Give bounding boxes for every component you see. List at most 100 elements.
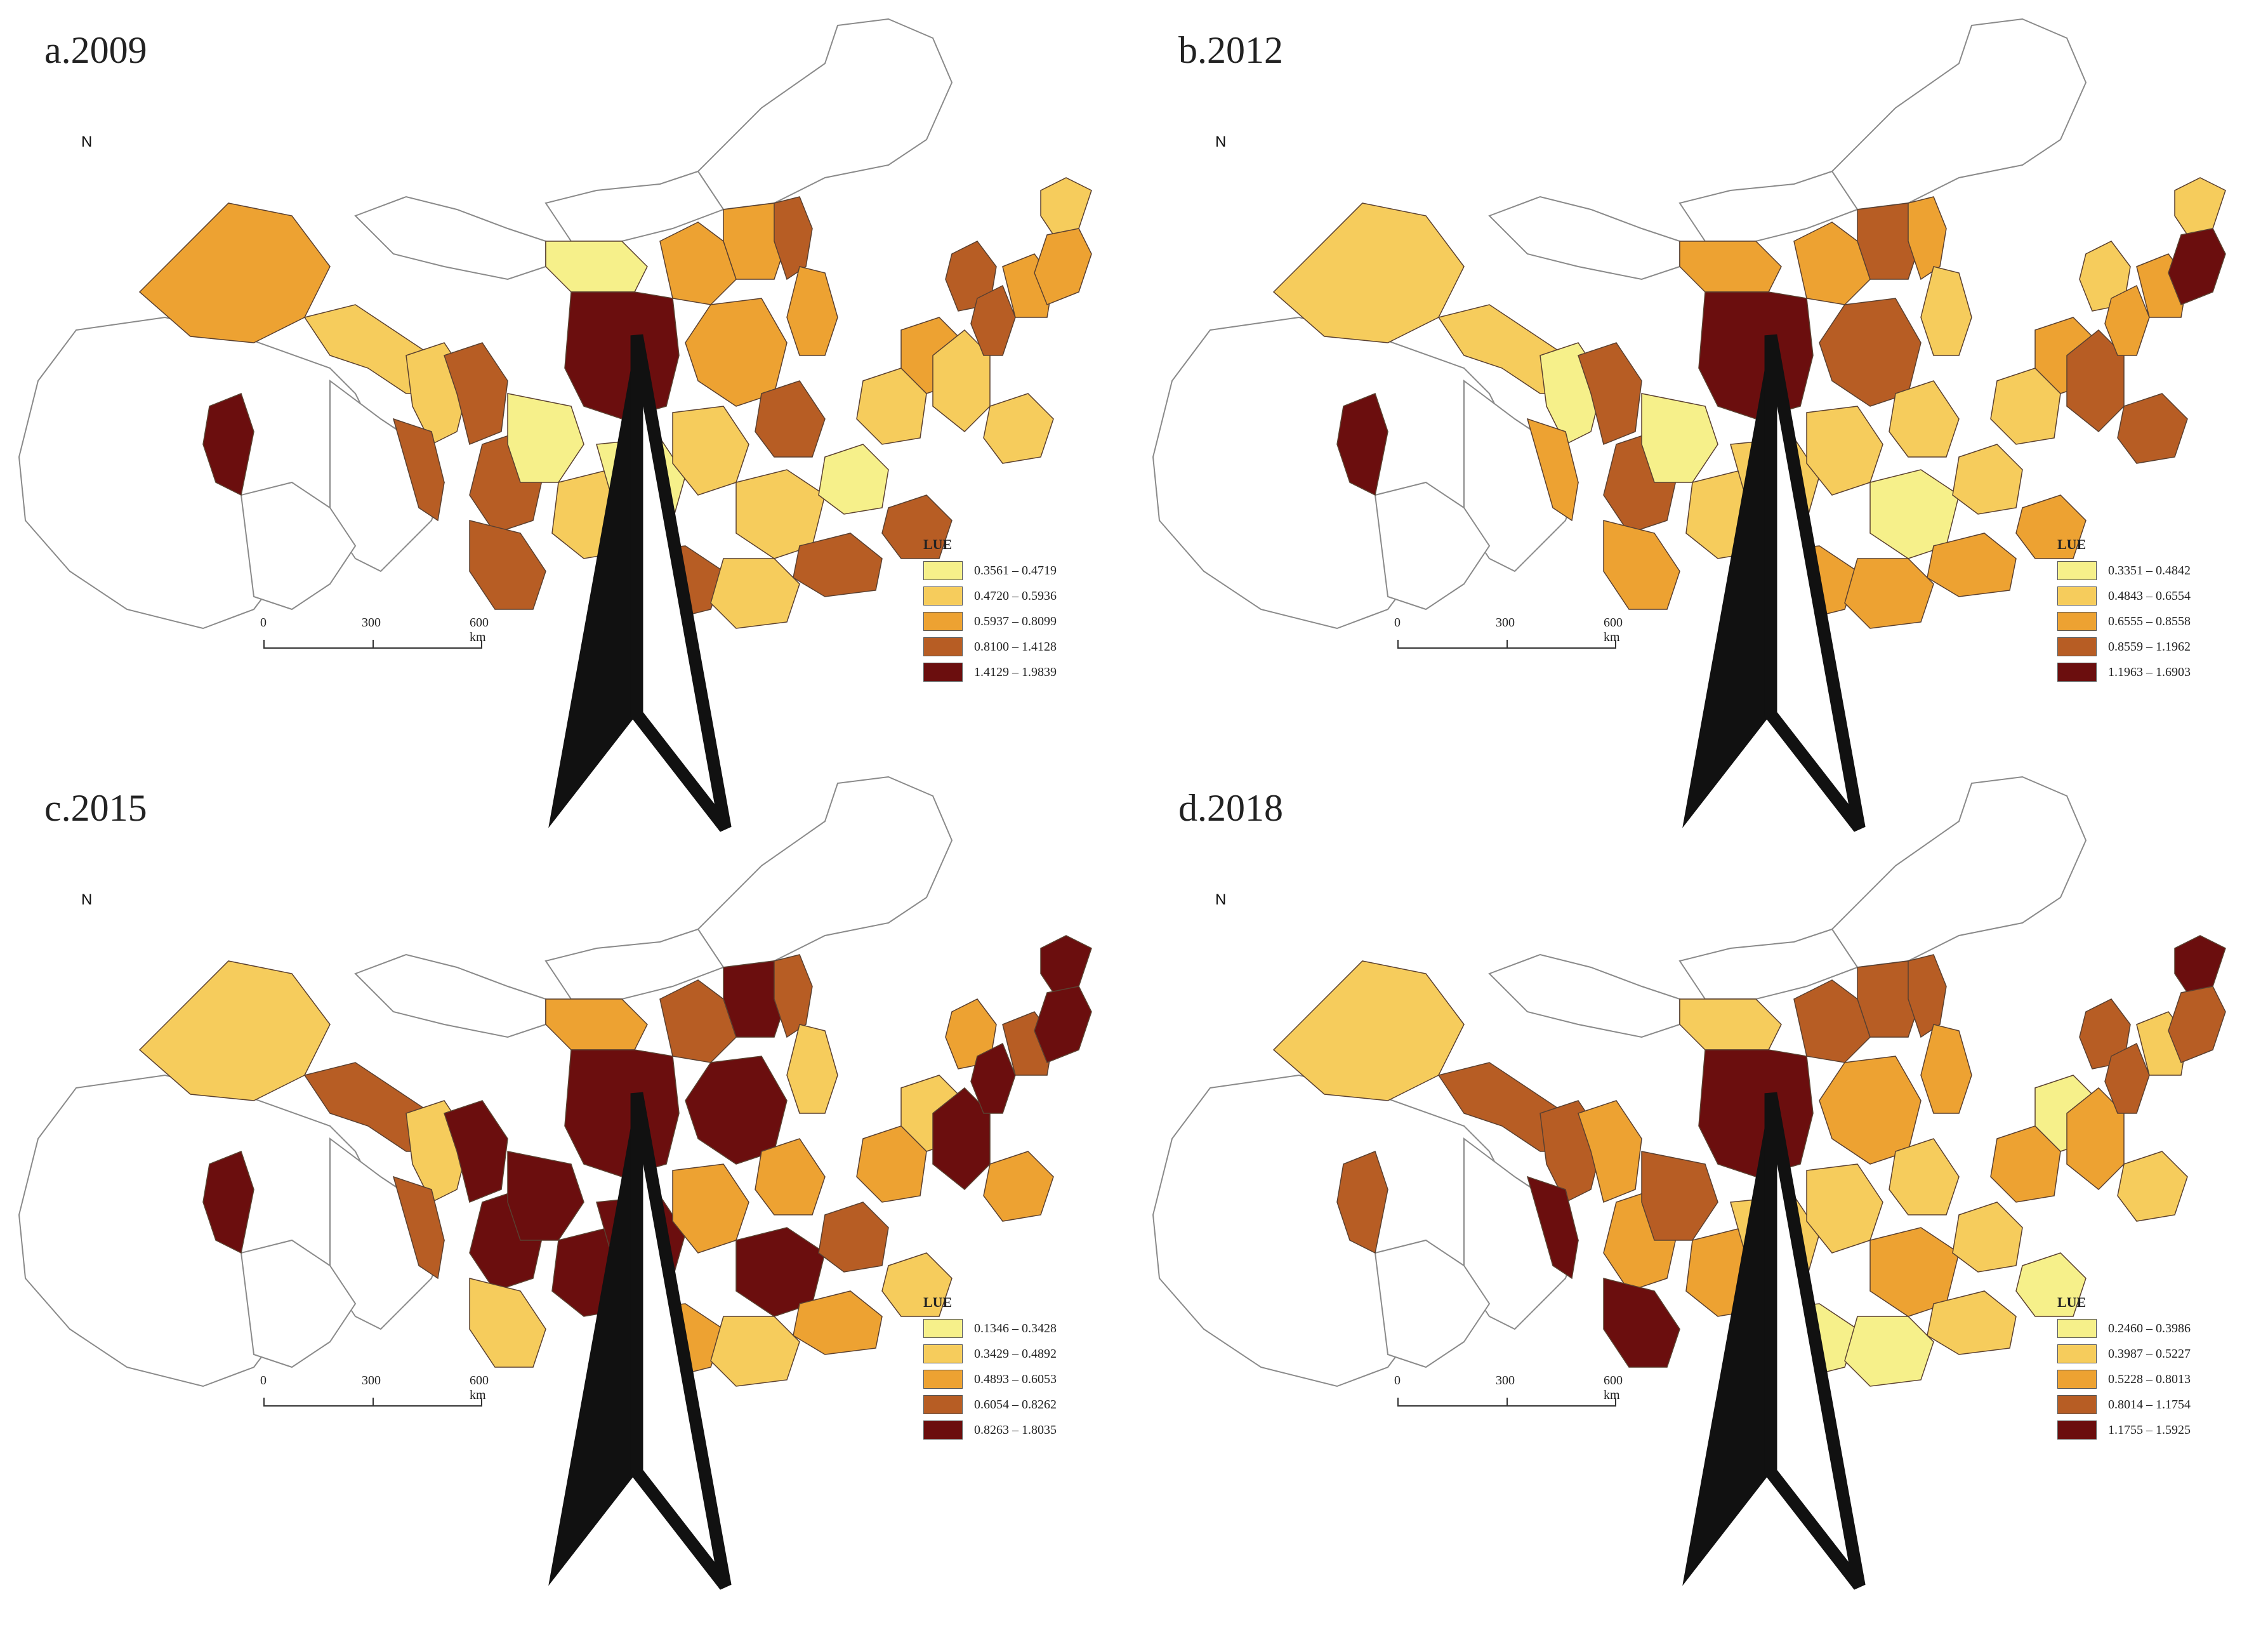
legend-label: 0.3351 – 0.4842	[2108, 563, 2191, 578]
map-panel-2015: c.2015 N LUE 0.1346 – 0.3428 0.3429 – 0.…	[0, 758, 1134, 1590]
region-polygon	[392, 418, 445, 522]
north-arrow-icon: N	[70, 133, 732, 832]
region-polygon	[2117, 1151, 2188, 1222]
region-polygon	[710, 558, 800, 629]
legend-label: 0.3429 – 0.4892	[974, 1346, 1057, 1361]
north-label: N	[1215, 891, 1227, 908]
legend-item: 0.4720 – 0.5936	[923, 583, 1057, 609]
scale-label-0: 0	[1394, 1374, 1401, 1387]
region-no-data	[1374, 1239, 1491, 1368]
region-polygon	[1927, 1290, 2017, 1355]
region-polygon	[685, 1056, 788, 1165]
legend-label: 0.8100 – 1.4128	[974, 639, 1057, 654]
region-polygon	[1336, 393, 1388, 496]
region-polygon	[1578, 342, 1642, 446]
region-polygon	[1526, 1175, 1579, 1280]
scale-bar-tick	[1507, 1398, 1508, 1407]
scale-bar: 0 300 600 km	[1394, 616, 1623, 666]
region-polygon	[793, 533, 883, 597]
legend-swatch	[2057, 612, 2097, 631]
legend-label: 0.8014 – 1.1754	[2108, 1397, 2191, 1412]
region-polygon	[983, 1151, 1054, 1222]
legend-item: 0.8014 – 1.1754	[2057, 1392, 2191, 1417]
legend-item: 0.3351 – 0.4842	[2057, 558, 2191, 583]
region-polygon	[2015, 494, 2087, 559]
legend-swatch	[2057, 561, 2097, 580]
region-polygon	[881, 1252, 953, 1317]
region-polygon	[1908, 196, 1947, 281]
legend-label: 0.3987 – 0.5227	[2108, 1346, 2191, 1361]
legend-swatch	[2057, 1421, 2097, 1440]
region-polygon	[1819, 298, 1922, 407]
region-polygon	[202, 393, 254, 496]
region-no-data	[240, 481, 357, 611]
legend-item: 0.6555 – 0.8558	[2057, 609, 2191, 634]
region-polygon	[202, 1151, 254, 1254]
legend-label: 0.4843 – 0.6554	[2108, 588, 2191, 603]
region-polygon	[1034, 228, 1092, 305]
region-polygon	[2104, 284, 2150, 356]
scale-label-0: 0	[260, 616, 267, 630]
region-polygon	[774, 954, 813, 1038]
scale-label-0: 0	[260, 1374, 267, 1387]
region-polygon	[2117, 393, 2188, 464]
legend-swatch	[2057, 586, 2097, 606]
region-polygon	[1603, 1278, 1680, 1368]
legend-swatch	[2057, 1395, 2097, 1414]
region-polygon	[2015, 1252, 2087, 1317]
region-polygon	[444, 342, 508, 446]
legend-item: 1.1963 – 1.6903	[2057, 659, 2191, 685]
region-no-data	[240, 1239, 357, 1368]
legend-swatch	[923, 637, 963, 656]
scale-bar: 0 300 600 km	[1394, 1374, 1623, 1424]
legend-swatch	[923, 1344, 963, 1363]
region-polygon	[970, 1042, 1016, 1114]
legend-label: 1.4129 – 1.9839	[974, 665, 1057, 679]
legend: LUE 0.3561 – 0.4719 0.4720 – 0.5936 0.59…	[923, 536, 1057, 685]
scale-label-300: 300	[362, 616, 381, 630]
region-polygon	[469, 1278, 546, 1368]
region-polygon	[793, 1290, 883, 1355]
legend-item: 0.4893 – 0.6053	[923, 1367, 1057, 1392]
legend-label: 0.6555 – 0.8558	[2108, 614, 2191, 628]
legend-item: 0.5937 – 0.8099	[923, 609, 1057, 634]
north-label: N	[1215, 133, 1227, 150]
north-label: N	[81, 891, 93, 908]
map-canvas	[1152, 776, 2226, 1387]
legend-label: 1.1963 – 1.6903	[2108, 665, 2191, 679]
legend-swatch	[923, 1395, 963, 1414]
region-polygon	[1952, 1202, 2023, 1273]
region-polygon	[818, 444, 889, 515]
region-polygon	[1526, 418, 1579, 522]
region-polygon	[1844, 558, 1934, 629]
region-polygon	[970, 284, 1016, 356]
region-polygon	[1844, 1316, 1934, 1387]
region-polygon	[755, 380, 826, 458]
map-canvas	[18, 18, 1092, 630]
north-arrow-icon: N	[70, 891, 732, 1590]
panel-title: d.2018	[1178, 787, 1283, 829]
region-polygon	[685, 298, 788, 407]
region-polygon	[1920, 266, 1972, 356]
legend-label: 0.6054 – 0.8262	[974, 1397, 1057, 1412]
legend-swatch	[2057, 663, 2097, 682]
region-polygon	[881, 494, 953, 559]
legend-item: 0.3561 – 0.4719	[923, 558, 1057, 583]
north-arrow-icon: N	[1204, 891, 1866, 1590]
region-polygon	[1272, 960, 1465, 1101]
legend-swatch	[923, 1319, 963, 1338]
legend-swatch	[2057, 1370, 2097, 1389]
legend-swatch	[2057, 1319, 2097, 1338]
scale-bar-tick	[373, 1398, 374, 1407]
region-polygon	[1952, 444, 2023, 515]
legend-label: 0.4893 – 0.6053	[974, 1372, 1057, 1386]
region-no-data	[1374, 481, 1491, 611]
region-polygon	[1819, 1056, 1922, 1165]
scale-label-600: 600 km	[470, 1374, 489, 1402]
legend-swatch	[2057, 1344, 2097, 1363]
legend-swatch	[923, 663, 963, 682]
legend-item: 0.8559 – 1.1962	[2057, 634, 2191, 659]
region-polygon	[138, 960, 331, 1101]
legend-item: 0.3429 – 0.4892	[923, 1341, 1057, 1367]
legend-label: 0.4720 – 0.5936	[974, 588, 1057, 603]
